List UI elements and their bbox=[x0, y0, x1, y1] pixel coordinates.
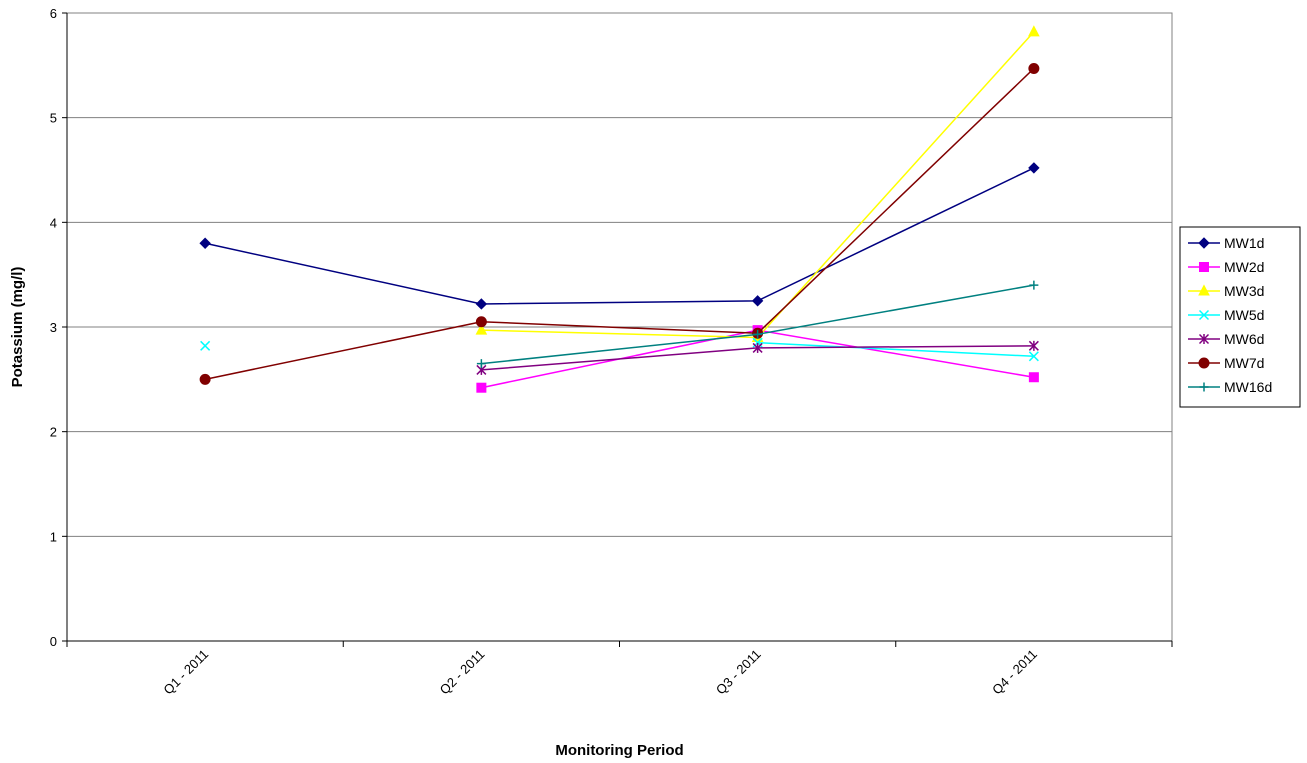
legend-label: MW1d bbox=[1224, 235, 1264, 251]
series-mw5d bbox=[200, 337, 1039, 362]
legend-box bbox=[1179, 226, 1301, 408]
series-line bbox=[757, 341, 1034, 358]
legend-label: MW6d bbox=[1224, 331, 1264, 347]
y-tick-label: 2 bbox=[50, 425, 57, 440]
y-tick-label: 0 bbox=[50, 634, 57, 649]
legend-entry-mw2d: MW2d bbox=[1188, 259, 1264, 275]
x-tick-label: Q2 - 2011 bbox=[437, 647, 488, 698]
y-tick-label: 6 bbox=[50, 6, 57, 21]
data-point bbox=[1028, 62, 1040, 74]
data-point bbox=[200, 340, 211, 351]
data-point bbox=[1028, 340, 1039, 351]
data-point bbox=[1028, 351, 1039, 362]
y-tick-label: 4 bbox=[50, 215, 57, 230]
series-mw16d bbox=[476, 280, 1039, 369]
data-point bbox=[1029, 280, 1039, 290]
data-point bbox=[752, 342, 763, 353]
legend-label: MW7d bbox=[1224, 355, 1264, 371]
data-point bbox=[475, 298, 488, 310]
y-tick-label: 3 bbox=[50, 320, 57, 335]
data-point bbox=[476, 382, 487, 393]
data-point bbox=[1199, 262, 1209, 272]
data-point bbox=[475, 316, 487, 328]
x-tick-label: Q3 - 2011 bbox=[713, 647, 764, 698]
y-tick-label: 1 bbox=[50, 529, 57, 544]
y-axis-title: Potassium (mg/l) bbox=[9, 267, 26, 388]
series-line bbox=[204, 67, 1035, 381]
series-mw6d bbox=[476, 340, 1039, 375]
data-point bbox=[1198, 309, 1210, 321]
data-point bbox=[1028, 25, 1040, 37]
legend-entry-mw3d: MW3d bbox=[1188, 283, 1264, 299]
legend-entry-mw6d: MW6d bbox=[1188, 331, 1264, 347]
series-mw7d bbox=[199, 62, 1040, 385]
x-tick-label: Q4 - 2011 bbox=[989, 647, 1040, 698]
data-point bbox=[1198, 357, 1210, 369]
data-point bbox=[1198, 284, 1210, 296]
data-point bbox=[1028, 162, 1040, 174]
data-point bbox=[199, 373, 211, 385]
data-point bbox=[1198, 237, 1210, 249]
data-point bbox=[475, 323, 488, 335]
legend-label: MW5d bbox=[1224, 307, 1264, 323]
legend-entry-mw5d: MW5d bbox=[1188, 307, 1264, 323]
data-point bbox=[1028, 372, 1039, 383]
data-point bbox=[751, 295, 764, 307]
data-point bbox=[476, 359, 486, 369]
y-tick-label: 5 bbox=[50, 111, 57, 126]
series-layer bbox=[199, 25, 1040, 393]
data-point bbox=[1198, 333, 1210, 345]
legend: MW1d MW2d MW3d MW5d MW6d MW7d MW16d bbox=[1179, 226, 1301, 408]
data-point bbox=[1199, 382, 1209, 392]
gridlines bbox=[67, 12, 1172, 537]
y-axis: 0 1 2 3 4 5 6 bbox=[50, 6, 68, 649]
data-point bbox=[753, 329, 763, 339]
legend-label: MW16d bbox=[1224, 379, 1272, 395]
series-line bbox=[204, 167, 1035, 305]
legend-label: MW3d bbox=[1224, 283, 1264, 299]
x-axis: Q1 - 2011 Q2 - 2011 Q3 - 2011 Q4 - 2011 bbox=[66, 640, 1173, 698]
data-point bbox=[199, 237, 211, 249]
legend-entry-mw1d: MW1d bbox=[1188, 235, 1264, 251]
x-axis-title: Monitoring Period bbox=[555, 742, 683, 759]
x-tick-label: Q1 - 2011 bbox=[160, 647, 211, 698]
legend-entry-mw16d: MW16d bbox=[1188, 379, 1272, 395]
legend-label: MW2d bbox=[1224, 259, 1264, 275]
legend-entry-mw7d: MW7d bbox=[1188, 355, 1264, 371]
series-mw1d bbox=[199, 162, 1040, 310]
